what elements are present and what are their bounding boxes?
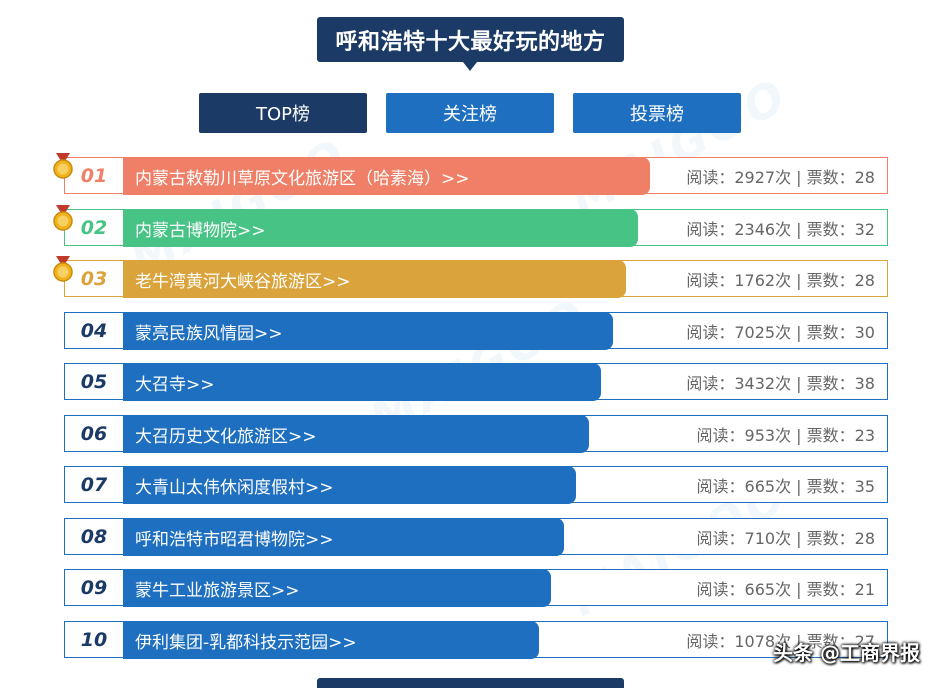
item-stats: 阅读：710次 | 票数：28 xyxy=(696,528,875,548)
list-item[interactable]: 09 蒙牛工业旅游景区>> 阅读：665次 | 票数：21 xyxy=(64,569,888,607)
item-stats: 阅读：953次 | 票数：23 xyxy=(696,425,875,445)
rank-number: 07 xyxy=(80,473,108,496)
item-stats: 阅读：665次 | 票数：21 xyxy=(696,579,875,599)
item-name-bar[interactable]: 伊利集团-乳都科技示范园>> xyxy=(123,621,539,659)
item-name-bar[interactable]: 内蒙古敕勒川草原文化旅游区（哈素海）>> xyxy=(123,157,650,195)
rank-number: 04 xyxy=(80,319,108,342)
item-name-bar[interactable]: 蒙亮民族风情园>> xyxy=(123,312,613,350)
rank-number: 10 xyxy=(80,628,108,651)
rank-number: 02 xyxy=(80,216,108,239)
tab-follow[interactable]: 关注榜 xyxy=(386,93,554,133)
list-item[interactable]: 02 内蒙古博物院>> 阅读：2346次 | 票数：32 xyxy=(64,209,888,247)
item-stats: 阅读：1762次 | 票数：28 xyxy=(686,270,875,290)
tab-vote[interactable]: 投票榜 xyxy=(573,93,741,133)
rank-number: 05 xyxy=(80,370,108,393)
rank-number: 01 xyxy=(80,164,108,187)
medal-icon xyxy=(53,153,73,179)
bottom-title-box xyxy=(317,678,624,688)
medal-icon xyxy=(53,256,73,282)
item-name-bar[interactable]: 大青山太伟休闲度假村>> xyxy=(123,466,576,504)
item-stats: 阅读：2346次 | 票数：32 xyxy=(686,219,875,239)
item-stats: 阅读：1078次 | 票数：27 xyxy=(686,631,875,651)
list-item[interactable]: 06 大召历史文化旅游区>> 阅读：953次 | 票数：23 xyxy=(64,415,888,453)
brand-watermark: 头条 @工商界报 xyxy=(773,641,920,665)
rank-number: 06 xyxy=(80,422,108,445)
medal-icon xyxy=(53,205,73,231)
rank-number: 08 xyxy=(80,525,108,548)
rank-number: 09 xyxy=(80,576,108,599)
tab-top[interactable]: TOP榜 xyxy=(199,93,367,133)
watermark-text: MAIGOO xyxy=(561,67,798,227)
list-item[interactable]: 05 大召寺>> 阅读：3432次 | 票数：38 xyxy=(64,363,888,401)
list-item[interactable]: 03 老牛湾黄河大峡谷旅游区>> 阅读：1762次 | 票数：28 xyxy=(64,260,888,298)
item-stats: 阅读：2927次 | 票数：28 xyxy=(686,167,875,187)
page-title: 呼和浩特十大最好玩的地方 xyxy=(317,17,624,62)
item-name-bar[interactable]: 内蒙古博物院>> xyxy=(123,209,638,247)
rank-number: 03 xyxy=(80,267,108,290)
item-stats: 阅读：7025次 | 票数：30 xyxy=(686,322,875,342)
item-name-bar[interactable]: 大召历史文化旅游区>> xyxy=(123,415,589,453)
list-item[interactable]: 04 蒙亮民族风情园>> 阅读：7025次 | 票数：30 xyxy=(64,312,888,350)
item-name-bar[interactable]: 老牛湾黄河大峡谷旅游区>> xyxy=(123,260,626,298)
item-stats: 阅读：3432次 | 票数：38 xyxy=(686,373,875,393)
title-pointer xyxy=(463,62,477,71)
item-name-bar[interactable]: 蒙牛工业旅游景区>> xyxy=(123,569,551,607)
list-item[interactable]: 01 内蒙古敕勒川草原文化旅游区（哈素海）>> 阅读：2927次 | 票数：28 xyxy=(64,157,888,195)
item-stats: 阅读：665次 | 票数：35 xyxy=(696,476,875,496)
list-item[interactable]: 10 伊利集团-乳都科技示范园>> 阅读：1078次 | 票数：27 xyxy=(64,621,888,659)
list-item[interactable]: 08 呼和浩特市昭君博物院>> 阅读：710次 | 票数：28 xyxy=(64,518,888,556)
item-name-bar[interactable]: 大召寺>> xyxy=(123,363,601,401)
item-name-bar[interactable]: 呼和浩特市昭君博物院>> xyxy=(123,518,564,556)
list-item[interactable]: 07 大青山太伟休闲度假村>> 阅读：665次 | 票数：35 xyxy=(64,466,888,504)
